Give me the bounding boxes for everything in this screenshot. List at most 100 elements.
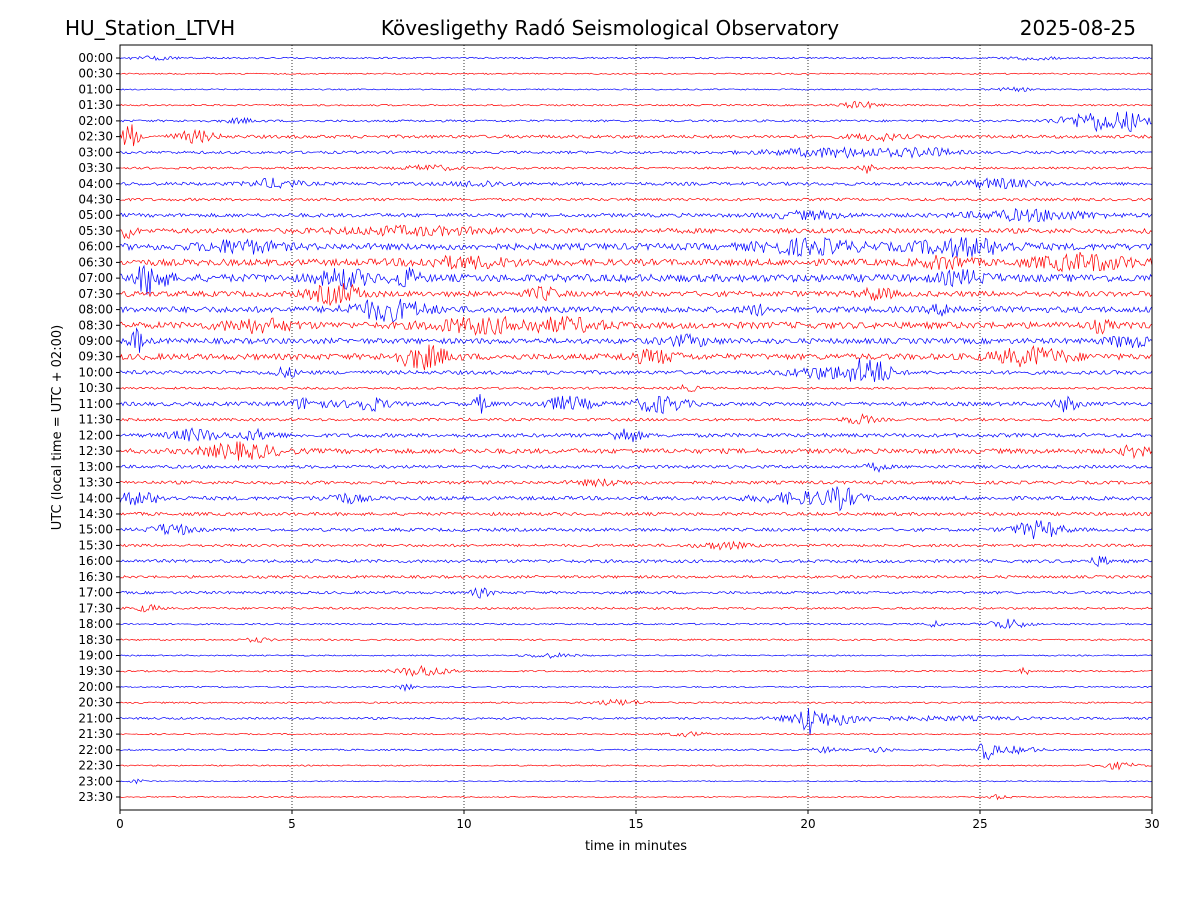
- y-tick-label: 00:30: [78, 67, 113, 81]
- trace-row-2200: [119, 743, 1153, 761]
- y-tick-label: 12:00: [78, 428, 113, 442]
- x-axis-ticks: 0 5 10 15 20 25 30: [116, 810, 1160, 831]
- y-tick-label: 22:30: [78, 759, 113, 773]
- trace-row-1830: [119, 636, 1153, 643]
- y-tick-label: 12:30: [78, 444, 113, 458]
- trace-row-0730: [119, 283, 1153, 306]
- trace-row-1300: [119, 462, 1153, 473]
- y-tick-label: 19:00: [78, 648, 113, 662]
- trace-row-1630: [119, 574, 1153, 579]
- y-tick-label: 04:30: [78, 193, 113, 207]
- trace-row-1030: [119, 383, 1153, 392]
- y-tick-label: 09:00: [78, 334, 113, 348]
- y-tick-label: 15:00: [78, 523, 113, 537]
- y-tick-label: 21:00: [78, 711, 113, 725]
- trace-row-0930: [119, 344, 1153, 371]
- trace-row-0130: [119, 100, 1153, 110]
- y-tick-label: 07:00: [78, 271, 113, 285]
- trace-row-1000: [119, 358, 1153, 383]
- y-tick-label: 20:00: [78, 680, 113, 694]
- trace-row-2330: [119, 793, 1153, 801]
- trace-row-0800: [119, 298, 1153, 324]
- trace-row-0600: [119, 236, 1153, 258]
- y-tick-label: 00:00: [78, 51, 113, 65]
- y-tick-label: 03:30: [78, 161, 113, 175]
- y-tick-label: 16:30: [78, 570, 113, 584]
- y-tick-label: 08:30: [78, 318, 113, 332]
- vertical-gridlines: [291, 45, 981, 810]
- y-tick-label: 05:30: [78, 224, 113, 238]
- seismic-traces: [119, 55, 1153, 801]
- x-tick-label: 30: [1144, 817, 1159, 831]
- x-tick-label: 0: [116, 817, 124, 831]
- trace-row-1800: [119, 618, 1153, 629]
- y-tick-label: 03:00: [78, 145, 113, 159]
- x-axis-label: time in minutes: [585, 839, 687, 854]
- x-tick-label: 5: [288, 817, 296, 831]
- trace-row-1100: [119, 393, 1153, 415]
- trace-row-0200: [119, 111, 1153, 133]
- y-tick-label: 05:00: [78, 208, 113, 222]
- trace-row-1900: [119, 652, 1153, 659]
- trace-row-0500: [119, 208, 1153, 223]
- trace-row-2130: [119, 731, 1153, 738]
- y-tick-label: 10:30: [78, 381, 113, 395]
- trace-row-0100: [119, 86, 1153, 93]
- x-tick-label: 10: [456, 817, 471, 831]
- trace-row-0000: [119, 55, 1153, 62]
- trace-row-0630: [119, 251, 1153, 273]
- trace-row-0230: [119, 124, 1153, 147]
- station-name: HU_Station_LTVH: [65, 16, 236, 40]
- y-tick-label: 14:30: [78, 507, 113, 521]
- trace-row-2300: [119, 778, 1153, 785]
- trace-row-0830: [119, 315, 1153, 336]
- trace-row-1200: [119, 427, 1153, 443]
- y-tick-label: 06:00: [78, 240, 113, 254]
- observatory-title: Kövesligethy Radó Seismological Observat…: [380, 16, 840, 40]
- trace-row-1130: [119, 413, 1153, 425]
- y-tick-label: 20:30: [78, 696, 113, 710]
- x-tick-label: 25: [972, 817, 987, 831]
- trace-row-2230: [119, 761, 1153, 771]
- y-axis-label: UTC (local time = UTC + 02:00): [50, 325, 65, 530]
- x-tick-label: 15: [628, 817, 643, 831]
- trace-row-1500: [119, 520, 1153, 540]
- trace-row-0330: [119, 163, 1153, 174]
- trace-row-1230: [119, 441, 1153, 461]
- x-tick-label: 20: [800, 817, 815, 831]
- trace-row-0430: [119, 197, 1153, 202]
- y-tick-label: 15:30: [78, 538, 113, 552]
- y-tick-label: 11:30: [78, 413, 113, 427]
- trace-row-0400: [119, 177, 1153, 190]
- trace-row-2000: [119, 683, 1153, 692]
- trace-row-0300: [119, 146, 1153, 159]
- y-tick-label: 17:30: [78, 601, 113, 615]
- y-tick-label: 22:00: [78, 743, 113, 757]
- y-tick-label: 01:30: [78, 98, 113, 112]
- y-tick-label: 02:00: [78, 114, 113, 128]
- y-tick-label: 11:00: [78, 397, 113, 411]
- y-tick-label: 13:00: [78, 460, 113, 474]
- trace-row-0530: [119, 224, 1153, 240]
- trace-row-1600: [119, 555, 1153, 568]
- y-tick-label: 06:30: [78, 255, 113, 269]
- y-tick-label: 21:30: [78, 727, 113, 741]
- trace-row-1430: [119, 511, 1153, 517]
- y-tick-label: 16:00: [78, 554, 113, 568]
- y-tick-label: 23:30: [78, 790, 113, 804]
- y-tick-label: 13:30: [78, 476, 113, 490]
- y-tick-label: 19:30: [78, 664, 113, 678]
- trace-row-1930: [119, 664, 1153, 677]
- y-tick-label: 17:00: [78, 586, 113, 600]
- trace-row-1400: [119, 486, 1153, 512]
- y-tick-label: 09:30: [78, 350, 113, 364]
- y-tick-label: 10:00: [78, 365, 113, 379]
- y-tick-label: 08:00: [78, 303, 113, 317]
- trace-row-0900: [119, 327, 1153, 353]
- y-tick-label: 02:30: [78, 130, 113, 144]
- y-tick-label: 04:00: [78, 177, 113, 191]
- trace-row-0700: [119, 264, 1153, 295]
- y-tick-label: 07:30: [78, 287, 113, 301]
- trace-row-0030: [119, 72, 1153, 75]
- y-tick-label: 23:00: [78, 774, 113, 788]
